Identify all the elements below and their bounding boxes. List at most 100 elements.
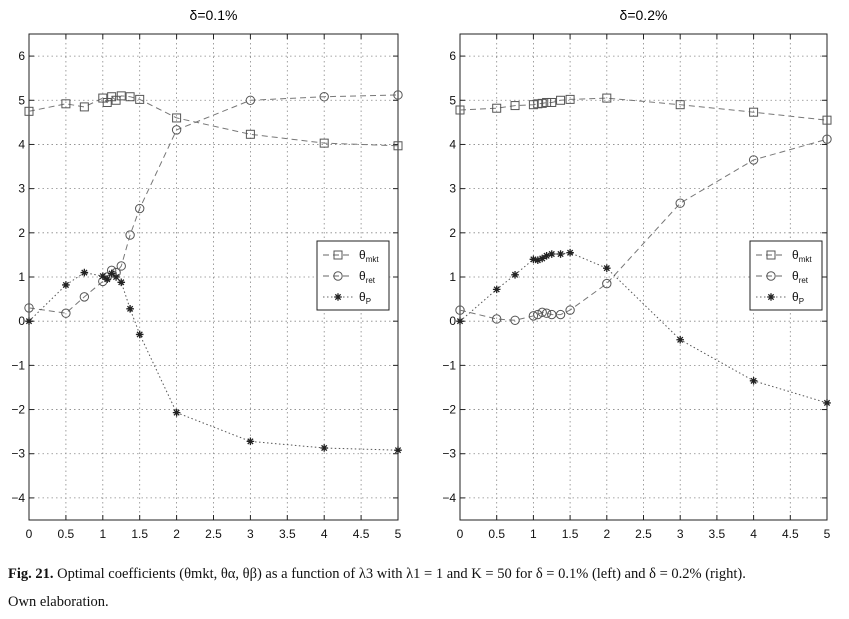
y-tick-label: 6 [18, 49, 25, 63]
y-tick-label: 3 [449, 182, 456, 196]
data-point [748, 155, 759, 165]
data-point [135, 94, 145, 104]
x-tick-label: 3 [677, 527, 684, 541]
data-point [80, 268, 89, 277]
legend-entry: θret [359, 269, 376, 285]
data-point [565, 94, 575, 104]
data-point [116, 261, 126, 271]
data-point [171, 125, 182, 135]
legend: θmkt θret θP [316, 240, 390, 311]
data-point [555, 309, 566, 320]
data-point [246, 437, 255, 446]
x-tick-label: 4.5 [353, 527, 370, 541]
y-tick-label: −2 [442, 403, 456, 417]
series-line [28, 95, 399, 147]
legend-marker [333, 271, 343, 281]
y-tick-label: −3 [11, 447, 25, 461]
caption-line-1: Fig. 21. Optimal coefficients (θmkt, θα,… [8, 560, 844, 588]
data-point [125, 230, 135, 240]
data-point [565, 305, 575, 315]
series-line [459, 252, 828, 404]
data-point [125, 92, 135, 102]
data-point [529, 255, 538, 264]
y-tick-label: 3 [18, 182, 25, 196]
data-point [99, 272, 107, 280]
data-point [547, 97, 557, 107]
x-tick-label: 5 [395, 527, 402, 541]
data-point [749, 377, 758, 385]
legend-entry: θP [359, 290, 371, 306]
legend-entry: θmkt [792, 248, 812, 264]
data-point [393, 90, 403, 100]
legend: θmkt θret θP [749, 240, 823, 311]
y-tick-label: 0 [449, 314, 456, 328]
legend-marker [334, 293, 342, 301]
data-point [103, 275, 112, 284]
data-point [547, 250, 556, 258]
data-point [456, 317, 464, 325]
data-point [117, 278, 126, 287]
y-tick-label: −1 [442, 358, 456, 372]
data-point [602, 93, 612, 103]
data-point [492, 103, 502, 113]
x-tick-label: 1 [99, 527, 106, 541]
data-point [566, 248, 574, 257]
data-point [822, 115, 832, 125]
caption-text: Optimal coefficients (θmkt, θα, θβ) as a… [57, 566, 746, 582]
data-point [455, 305, 465, 315]
y-tick-label: 2 [18, 226, 25, 240]
legend-entry: θret [792, 269, 809, 285]
data-point [542, 97, 552, 107]
data-point [541, 308, 552, 318]
y-tick-label: 4 [449, 137, 456, 151]
data-point [537, 307, 547, 318]
data-point [510, 315, 520, 325]
x-tick-label: 2.5 [635, 527, 652, 541]
data-point [675, 198, 685, 208]
data-point [116, 91, 126, 101]
figure: δ=0.1% 0 0.5 1 1.5 2 2.5 3 3.5 4 4.5 5 6 5 4 3 2 1 0 −1 −2 −3… [11, 7, 832, 541]
series-P [456, 248, 831, 407]
data-point [603, 264, 611, 272]
data-point [492, 314, 502, 324]
data-point [24, 106, 34, 116]
series-mkt [455, 93, 832, 125]
chart-panel-2: δ=0.2% 0 0.5 1 1.5 2 2.5 3 3.5 4 4.5 5 6 5 4 3 2 1 0 −1 −2 −3… [442, 7, 832, 541]
data-point [25, 317, 33, 325]
data-point [112, 273, 120, 281]
data-point [511, 270, 519, 279]
data-point [24, 303, 34, 313]
y-tick-label: 4 [18, 137, 25, 151]
data-point [135, 330, 144, 339]
caption-label: Fig. 21. [8, 566, 54, 582]
figure-caption: Fig. 21. Optimal coefficients (θmkt, θα,… [8, 560, 844, 616]
data-point [393, 141, 403, 151]
data-point [492, 285, 501, 294]
x-tick-label: 2.5 [205, 527, 222, 541]
x-tick-label: 0.5 [58, 527, 75, 541]
data-point [823, 399, 831, 407]
data-point [135, 203, 145, 214]
y-tick-label: 2 [449, 226, 456, 240]
data-point [245, 95, 256, 105]
x-tick-label: 0 [26, 527, 33, 541]
chart-panel-1: δ=0.1% 0 0.5 1 1.5 2 2.5 3 3.5 4 4.5 5 6 5 4 3 2 1 0 −1 −2 −3… [11, 7, 403, 541]
x-tick-label: 3.5 [709, 527, 726, 541]
data-point [528, 311, 539, 321]
y-tick-label: 5 [449, 93, 456, 107]
x-tick-label: 4 [321, 527, 328, 541]
data-point [602, 278, 612, 289]
x-tick-label: 0 [457, 527, 464, 541]
y-tick-label: −3 [442, 447, 456, 461]
data-point [79, 292, 90, 302]
data-point [533, 309, 543, 320]
y-tick-label: −1 [11, 358, 25, 372]
data-point [556, 250, 565, 258]
data-point [676, 335, 684, 344]
data-point [394, 446, 402, 454]
legend-marker [333, 250, 343, 260]
data-point [172, 408, 181, 417]
data-point [319, 92, 329, 102]
series-mkt [24, 91, 403, 151]
series-ret [455, 134, 832, 325]
